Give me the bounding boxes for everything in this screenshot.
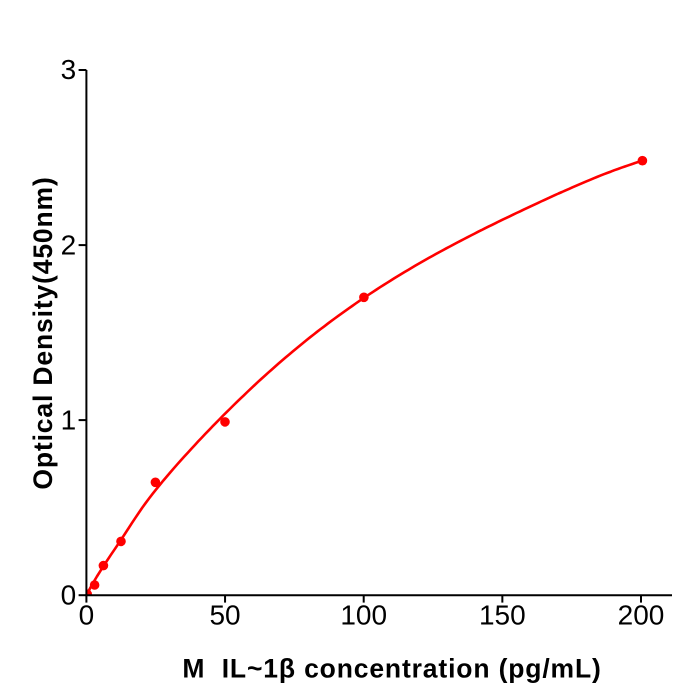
svg-text:0: 0: [79, 599, 95, 630]
svg-text:100: 100: [340, 599, 387, 630]
svg-text:0: 0: [61, 579, 77, 610]
svg-text:M IL~1β concentration (pg/mL): M IL~1β concentration (pg/mL): [182, 654, 601, 684]
svg-text:3: 3: [61, 54, 77, 85]
svg-text:2: 2: [61, 229, 77, 260]
svg-text:1: 1: [61, 404, 77, 435]
svg-text:200: 200: [618, 599, 665, 630]
svg-text:50: 50: [209, 599, 240, 630]
svg-text:Optical Density(450nm): Optical Density(450nm): [28, 176, 58, 489]
svg-text:150: 150: [479, 599, 526, 630]
